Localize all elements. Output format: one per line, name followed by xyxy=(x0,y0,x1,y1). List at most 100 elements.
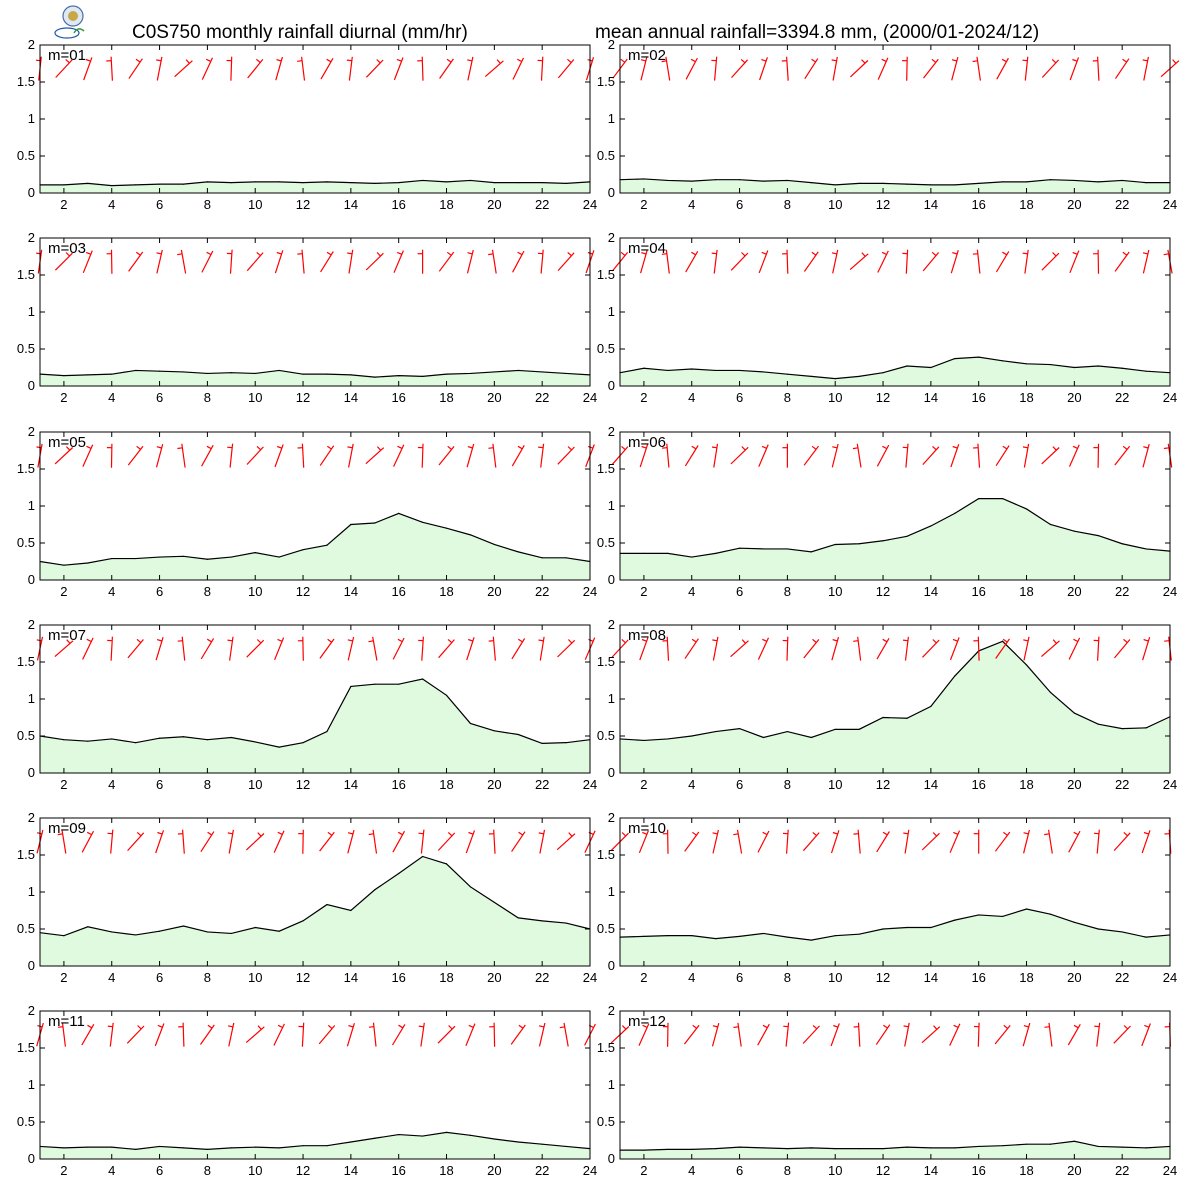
data-point xyxy=(930,926,932,929)
wind-barb-shaft xyxy=(491,249,497,274)
wind-barb-flag xyxy=(86,445,92,449)
y-tick-label: 2 xyxy=(28,617,35,632)
wind-barb-shaft xyxy=(182,1022,185,1047)
wind-barb-icon xyxy=(757,637,770,660)
wind-barb-icon xyxy=(877,250,889,273)
x-tick-label: 10 xyxy=(248,584,262,599)
wind-barb-flag xyxy=(135,58,141,63)
data-point xyxy=(1121,728,1123,730)
panel-m=11: 00.511.522 4 6 8 10 12 14 16 18 20 22 24m=11 xyxy=(17,1003,597,1178)
x-tick-label: 16 xyxy=(391,197,405,212)
data-point xyxy=(1025,1143,1028,1145)
wind-barb-flag xyxy=(468,831,474,835)
data-point xyxy=(422,375,424,377)
data-point xyxy=(63,1147,65,1149)
wind-barb-shaft xyxy=(200,1024,215,1045)
panel-month-label: m=01 xyxy=(48,47,86,64)
wind-barb-shaft xyxy=(557,59,575,79)
data-point xyxy=(541,742,543,745)
data-point xyxy=(906,926,908,929)
x-tick-label: 14 xyxy=(924,777,938,792)
wind-barb-flag xyxy=(832,446,838,449)
wind-barb-icon xyxy=(418,1022,425,1047)
wind-barb-icon xyxy=(107,1022,114,1047)
x-tick-label: 6 xyxy=(156,1163,163,1178)
wind-barb-flag xyxy=(1072,445,1078,449)
wind-barb-shaft xyxy=(81,830,95,853)
wind-barb-icon xyxy=(177,249,187,274)
wind-barb-icon xyxy=(733,829,743,854)
wind-barb-flag xyxy=(1073,831,1079,836)
wind-barb-shaft xyxy=(539,829,546,854)
data-point xyxy=(565,557,567,559)
data-point xyxy=(182,555,185,557)
data-point xyxy=(469,534,472,536)
wind-barb-icon xyxy=(245,832,265,851)
wind-barb-flag xyxy=(741,252,746,257)
y-tick-label: 0 xyxy=(28,1151,35,1166)
panel-frame xyxy=(619,237,1171,387)
data-point xyxy=(278,556,280,558)
rainfall-line xyxy=(39,678,591,748)
wind-barb-flag xyxy=(642,831,648,835)
wind-barb-flag xyxy=(853,640,859,642)
wind-barb-icon xyxy=(392,637,405,660)
wind-barb-flag xyxy=(1143,639,1149,642)
wind-barb-shaft xyxy=(786,829,789,854)
wind-barb-shaft xyxy=(950,250,959,274)
wind-barb-icon xyxy=(922,251,940,272)
wind-barb-flag xyxy=(621,445,626,451)
x-tick-label: 12 xyxy=(876,777,890,792)
data-point xyxy=(834,543,836,546)
wind-barb-flag xyxy=(1122,58,1127,63)
panel-month-label: m=05 xyxy=(48,434,86,451)
wind-barb-icon xyxy=(489,1022,496,1047)
wind-barb-shaft xyxy=(1069,57,1080,81)
wind-barb-flag xyxy=(277,831,283,835)
x-tick-label: 8 xyxy=(784,970,791,985)
x-tick-label: 20 xyxy=(487,197,501,212)
y-tick-label: 0 xyxy=(608,1151,615,1166)
wind-barb-icon xyxy=(465,830,476,854)
wind-barb-icon xyxy=(1114,638,1131,659)
wind-barb-shaft xyxy=(174,60,193,78)
wind-barb-flag xyxy=(538,1025,545,1028)
wind-barb-shaft xyxy=(128,58,143,79)
wind-barb-shaft xyxy=(82,637,94,660)
wind-barb-icon xyxy=(319,445,335,466)
wind-barb-icon xyxy=(81,1024,95,1046)
wind-barb-flag xyxy=(1052,639,1057,644)
rainfall-line xyxy=(40,179,591,187)
wind-barb-icon xyxy=(661,249,670,274)
x-tick-label: 4 xyxy=(108,390,115,405)
wind-barb-flag xyxy=(831,59,837,62)
wind-barb-flag xyxy=(761,58,767,62)
x-tick-label: 16 xyxy=(971,970,985,985)
panel-m=03: 00.511.522 4 6 8 10 12 14 16 18 20 22 24m=03 xyxy=(17,230,597,405)
data-point xyxy=(182,183,185,185)
data-point xyxy=(810,551,812,553)
data-point xyxy=(1049,363,1052,366)
x-tick-label: 12 xyxy=(296,1163,310,1178)
wind-barb-flag xyxy=(811,445,817,450)
wind-barb-icon xyxy=(298,829,304,854)
wind-barb-flag xyxy=(1122,251,1128,256)
wind-barb-icon xyxy=(126,1025,145,1044)
x-tick-label: 24 xyxy=(1163,1163,1177,1178)
data-point xyxy=(302,373,304,375)
data-point xyxy=(1073,1140,1075,1142)
data-point xyxy=(398,1133,400,1136)
wind-barb-icon xyxy=(467,56,474,81)
wind-barb-shaft xyxy=(1041,252,1060,271)
wind-barb-icon xyxy=(297,636,304,661)
wind-barb-icon xyxy=(730,252,749,271)
wind-barb-flag xyxy=(559,1026,565,1029)
wind-barb-icon xyxy=(662,829,669,854)
wind-barb-icon xyxy=(227,636,234,661)
wind-barb-flag xyxy=(691,251,697,256)
x-tick-label: 20 xyxy=(1067,970,1081,985)
wind-barb-icon xyxy=(201,57,214,80)
wind-barb-icon xyxy=(638,830,649,854)
wind-barb-icon xyxy=(247,58,264,79)
x-tick-label: 10 xyxy=(248,970,262,985)
